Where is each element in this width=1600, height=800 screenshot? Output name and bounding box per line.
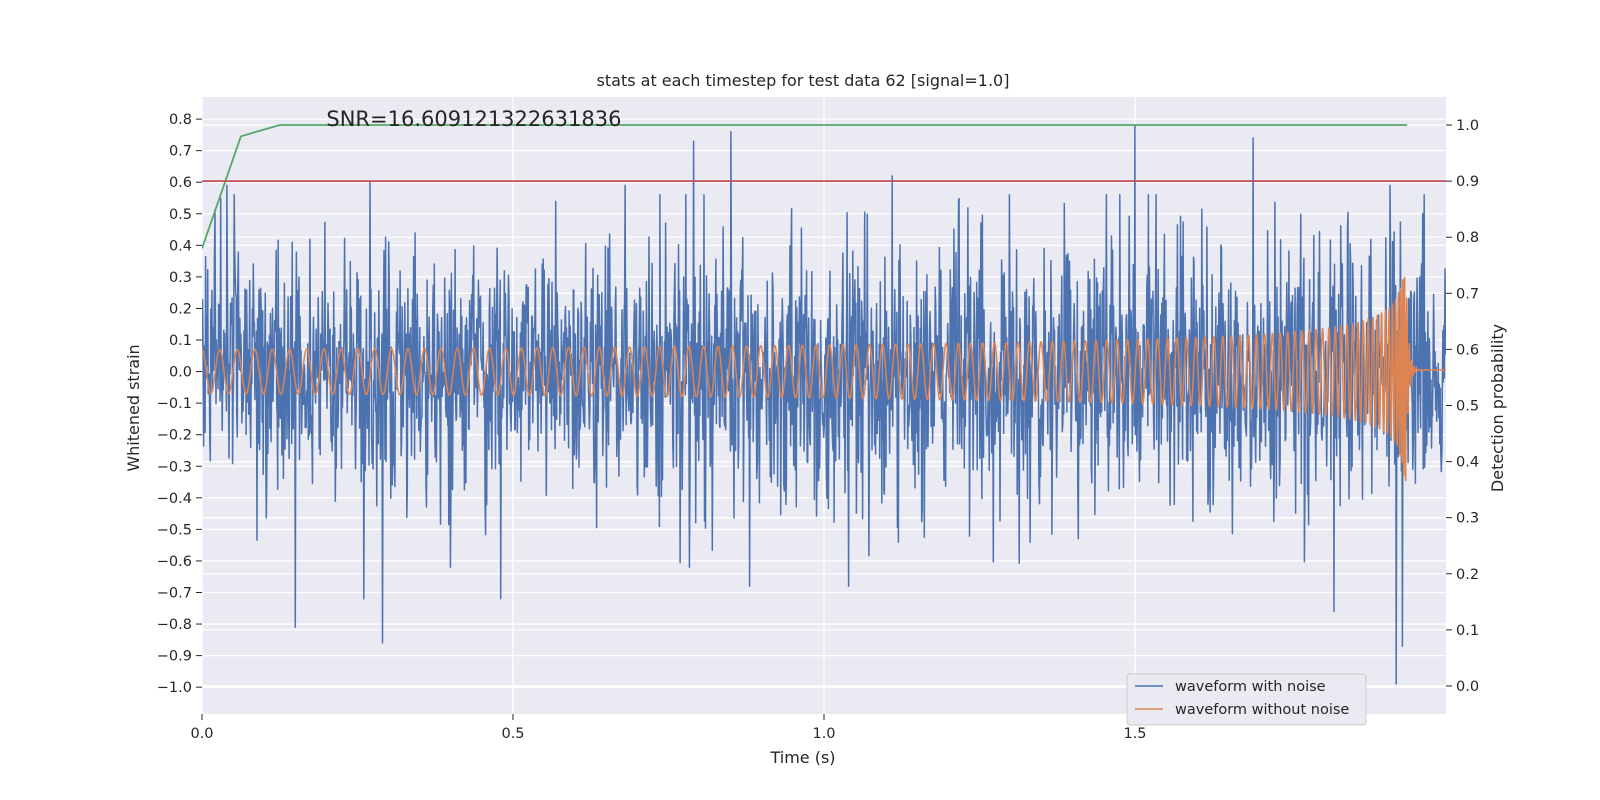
y-tick-label: −0.2 [157,428,192,444]
y-tick-label: −0.1 [157,396,192,412]
x-axis-label: Time (s) [769,748,835,767]
y2-tick-label: 0.2 [1456,567,1479,583]
x-tick-label: 0.5 [501,726,524,742]
y2-tick-label: 0.9 [1456,174,1479,190]
y-axis-left-ticks: 0.8 0.7 0.6 0.5 0.4 0.3 0.2 0.1 0.0 −0.1 −0.2 −0.3 −… [157,112,202,696]
y-tick-label: −0.3 [157,459,192,475]
y-tick-label: 0.5 [169,207,192,223]
y-tick-label: 0.6 [169,175,192,191]
y2-tick-label: 0.5 [1456,399,1479,415]
x-tick-label: 1.0 [812,726,835,742]
y-tick-label: 0.2 [169,301,192,317]
y-tick-label: −0.6 [157,554,192,570]
legend-box [1126,673,1367,726]
chart-title: stats at each timestep for test data 62 … [597,71,1010,90]
series-line-waveform-with-noise [202,124,1446,685]
y-tick-label: −0.9 [157,649,192,665]
legend-label-clean: waveform without noise [1175,702,1349,718]
legend-label-noise: waveform with noise [1175,679,1326,695]
y-tick-label: −1.0 [157,680,192,696]
y2-tick-label: 0.4 [1456,455,1479,471]
x-axis-ticks: 0.0 0.5 1.0 1.5 [190,714,1147,742]
y-tick-label: 0.4 [169,238,192,254]
y-axis-left-label: Whitened strain [124,344,143,471]
x-tick-label: 1.5 [1123,726,1146,742]
y-tick-label: −0.7 [157,585,192,601]
snr-annotation: SNR=16.609121322631836 [326,107,621,131]
y-tick-label: 0.3 [169,270,192,286]
x-tick-label: 0.0 [190,726,213,742]
y2-tick-label: 1.0 [1456,118,1479,134]
y2-tick-label: 0.7 [1456,286,1479,302]
y-tick-label: −0.4 [157,491,192,507]
y2-tick-label: 0.1 [1456,623,1479,639]
y2-tick-label: 0.6 [1456,342,1479,358]
series-layer [202,124,1446,685]
y-tick-label: 0.8 [169,112,192,128]
y-tick-label: −0.5 [157,522,192,538]
y-tick-label: 0.7 [169,144,192,160]
y2-tick-label: 0.0 [1456,679,1479,695]
y-axis-right-label: Detection probability [1488,324,1507,492]
series-line-detection-probability [202,124,1408,249]
series-line-waveform-without-noise [202,276,1446,482]
y-tick-label: −0.8 [157,617,192,633]
y2-tick-label: 0.8 [1456,230,1479,246]
y-tick-label: 0.1 [169,333,192,349]
y-tick-label: 0.0 [169,365,192,381]
legend: waveform with noise waveform without noi… [1126,673,1367,726]
y-axis-right-ticks: 1.0 0.9 0.8 0.7 0.6 0.5 0.4 0.3 0.2 0.1 0.0 [1446,118,1479,695]
y2-tick-label: 0.3 [1456,511,1479,527]
